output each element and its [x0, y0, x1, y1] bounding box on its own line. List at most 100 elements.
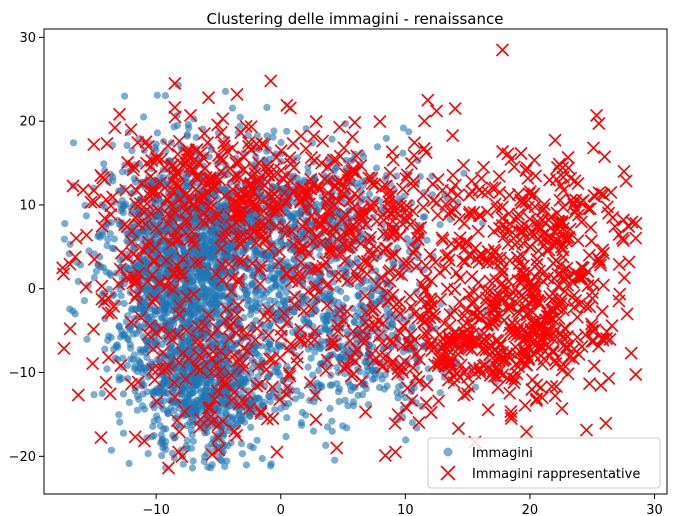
point-representative — [156, 346, 170, 360]
point — [144, 450, 152, 458]
point-representative — [104, 208, 118, 222]
point — [218, 292, 226, 300]
point — [412, 399, 420, 407]
point — [277, 404, 285, 412]
point-representative — [168, 100, 182, 114]
point — [343, 328, 351, 336]
point — [236, 381, 244, 389]
point-representative — [280, 98, 294, 112]
point — [201, 453, 209, 461]
point-representative — [258, 234, 272, 248]
point — [204, 263, 212, 271]
point — [188, 464, 197, 472]
point-representative — [171, 147, 185, 161]
point — [189, 272, 197, 280]
point-representative — [233, 236, 247, 250]
point-representative — [225, 271, 239, 285]
point-representative — [301, 284, 315, 298]
point-representative — [364, 230, 378, 244]
point — [119, 390, 128, 398]
point-representative — [378, 241, 392, 255]
point — [174, 81, 182, 89]
point — [162, 319, 170, 327]
point — [119, 429, 128, 437]
point-representative — [457, 388, 471, 402]
point-representative — [382, 228, 396, 242]
point-representative — [161, 461, 176, 475]
point — [242, 461, 250, 469]
point-representative — [442, 207, 456, 221]
point — [90, 250, 98, 258]
point — [322, 441, 330, 449]
point — [279, 296, 287, 304]
point-representative — [258, 178, 272, 192]
point-representative — [227, 170, 241, 184]
point-representative — [446, 168, 460, 182]
point-representative — [163, 327, 177, 341]
point — [436, 389, 444, 397]
point-representative — [95, 219, 109, 233]
point — [98, 389, 106, 397]
point-representative — [400, 381, 415, 395]
point — [228, 104, 237, 112]
point-representative — [518, 398, 532, 412]
point — [183, 236, 191, 244]
point — [182, 281, 190, 289]
point-representative — [395, 268, 409, 282]
point — [214, 259, 222, 267]
point — [249, 271, 257, 279]
point-representative — [214, 165, 228, 179]
point-representative — [629, 367, 643, 382]
point-representative — [128, 197, 143, 211]
point — [117, 292, 125, 300]
point — [379, 294, 387, 302]
point-representative — [431, 208, 445, 222]
point-representative — [309, 261, 323, 275]
point-representative — [249, 333, 263, 347]
point-representative — [168, 169, 182, 183]
point-representative — [407, 246, 421, 260]
point — [189, 374, 197, 383]
point-representative — [204, 329, 219, 343]
point-representative — [87, 183, 101, 198]
point — [158, 452, 166, 460]
point — [405, 240, 413, 248]
point-representative — [244, 120, 258, 134]
point — [334, 298, 342, 306]
point-representative — [143, 319, 157, 333]
point — [236, 113, 244, 121]
point-representative — [247, 161, 262, 175]
point — [225, 402, 233, 410]
point — [365, 190, 374, 198]
point — [311, 306, 319, 314]
point-representative — [225, 393, 239, 407]
point — [82, 212, 90, 220]
point-representative — [374, 271, 388, 285]
point-representative — [286, 136, 300, 151]
point-representative — [143, 184, 157, 198]
point — [179, 246, 187, 254]
point-representative — [215, 154, 229, 168]
point-representative — [195, 351, 209, 365]
point — [238, 450, 246, 458]
point — [92, 267, 100, 275]
point — [184, 121, 192, 129]
point-representative — [223, 331, 237, 345]
point — [115, 322, 123, 330]
point — [126, 340, 134, 349]
point-representative — [602, 371, 616, 385]
point-representative — [86, 357, 100, 371]
point-representative — [149, 221, 163, 235]
point — [237, 440, 245, 448]
point — [189, 437, 197, 445]
point-representative — [79, 280, 93, 294]
point — [150, 432, 158, 440]
point — [335, 397, 343, 405]
point-representative — [379, 179, 393, 193]
point-representative — [412, 415, 426, 430]
point — [177, 339, 185, 347]
point-representative — [348, 115, 362, 130]
point-representative — [229, 156, 243, 170]
point-representative — [125, 269, 139, 283]
point — [323, 313, 331, 321]
